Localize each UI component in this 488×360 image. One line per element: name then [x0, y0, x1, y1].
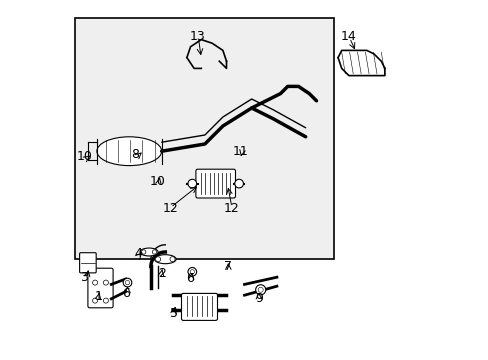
Text: 14: 14: [340, 30, 356, 42]
Circle shape: [170, 257, 175, 262]
Text: 11: 11: [233, 145, 248, 158]
FancyBboxPatch shape: [181, 293, 217, 320]
Circle shape: [92, 298, 98, 303]
Circle shape: [234, 179, 243, 188]
Ellipse shape: [97, 137, 162, 166]
Circle shape: [103, 298, 108, 303]
Text: 7: 7: [224, 260, 232, 273]
FancyBboxPatch shape: [88, 268, 113, 308]
Bar: [75, 18, 334, 259]
Circle shape: [190, 270, 194, 274]
Text: 13: 13: [189, 30, 205, 42]
Text: 10: 10: [76, 150, 92, 163]
Circle shape: [141, 250, 145, 254]
Text: 3: 3: [80, 271, 88, 284]
Text: 12: 12: [163, 202, 178, 215]
Circle shape: [187, 179, 196, 188]
Text: 12: 12: [224, 202, 239, 215]
Text: 8: 8: [130, 148, 139, 161]
Circle shape: [152, 250, 156, 254]
Circle shape: [123, 278, 132, 287]
Circle shape: [103, 280, 108, 285]
Text: 6: 6: [122, 287, 129, 300]
Circle shape: [125, 280, 129, 285]
Text: 1: 1: [95, 291, 102, 303]
Text: 10: 10: [150, 175, 166, 188]
Ellipse shape: [140, 248, 158, 256]
Circle shape: [258, 287, 263, 292]
Text: 6: 6: [186, 273, 194, 285]
FancyBboxPatch shape: [196, 169, 235, 198]
Circle shape: [155, 257, 160, 262]
Ellipse shape: [154, 255, 176, 264]
Text: 2: 2: [158, 267, 165, 280]
Text: 4: 4: [134, 247, 142, 260]
Circle shape: [92, 280, 98, 285]
Text: 9: 9: [254, 292, 263, 305]
Text: 5: 5: [170, 307, 178, 320]
Circle shape: [187, 267, 196, 276]
FancyBboxPatch shape: [80, 253, 96, 273]
Circle shape: [255, 285, 265, 295]
